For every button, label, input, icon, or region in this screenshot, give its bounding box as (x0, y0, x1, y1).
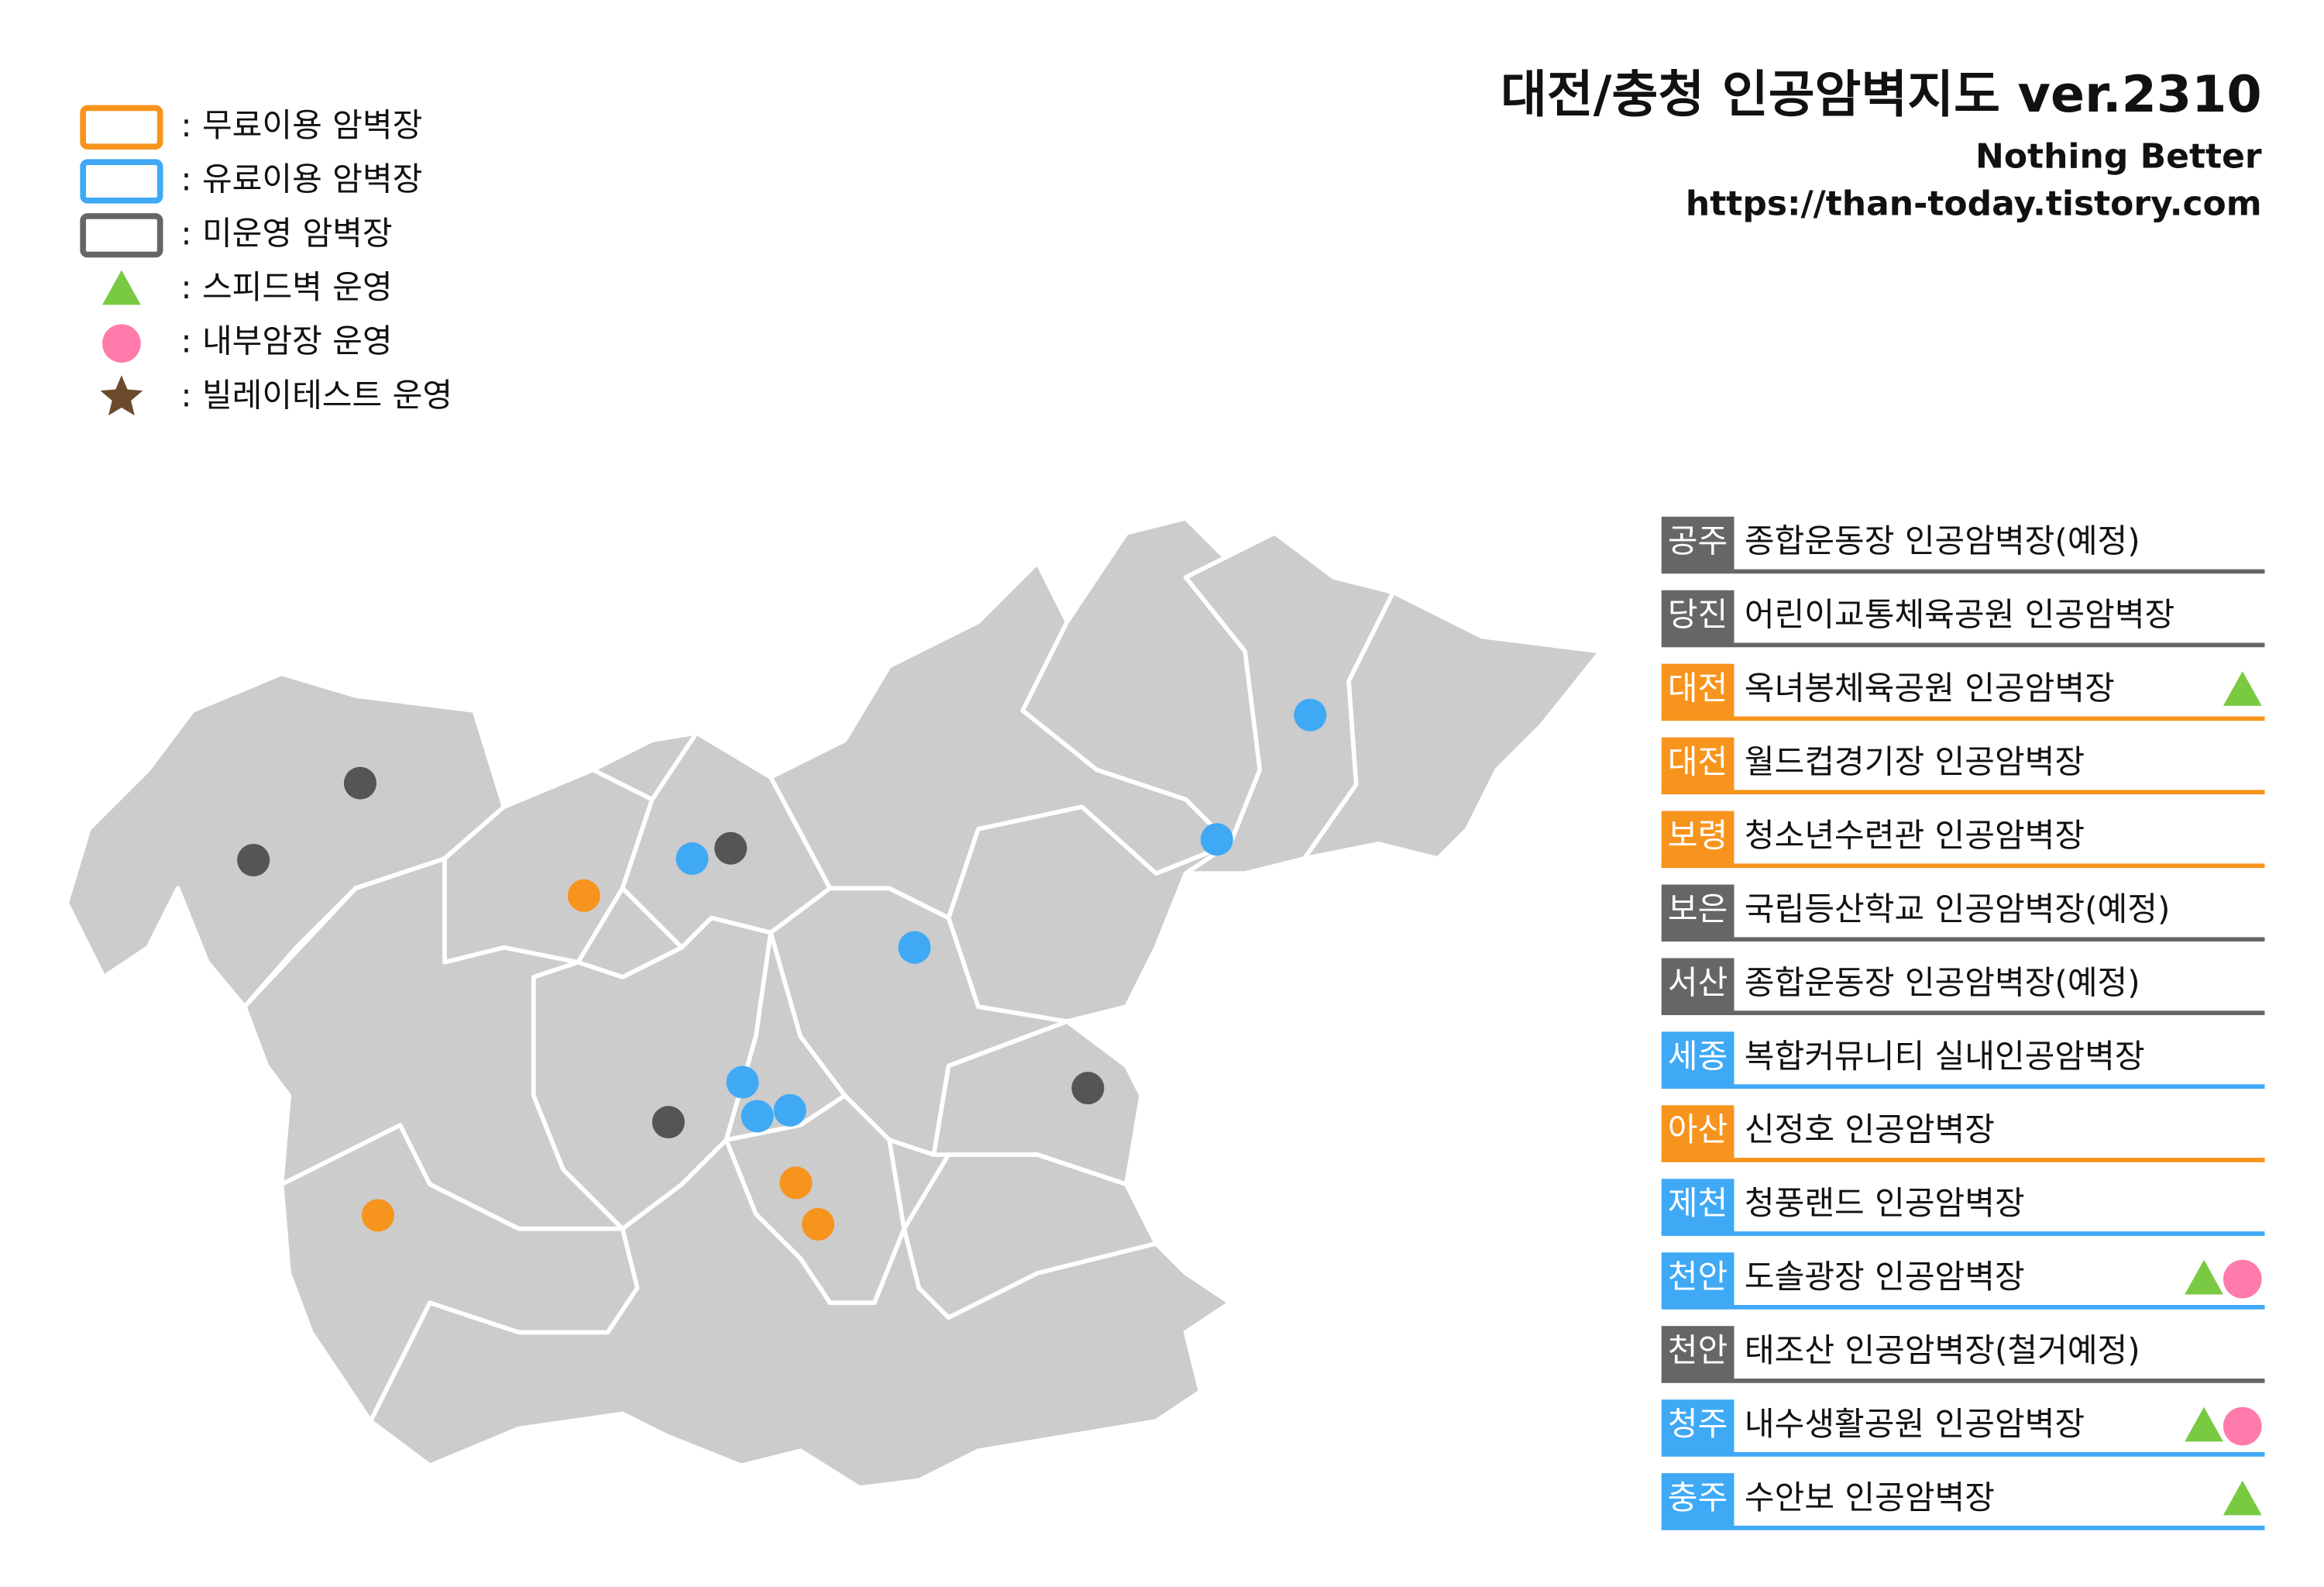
region-label: 아산 (1668, 1110, 1728, 1148)
star-icon (100, 375, 143, 416)
region-label: 보은 (1668, 890, 1728, 928)
marker (714, 831, 748, 865)
marker (1071, 1072, 1105, 1105)
region-badge (1661, 737, 1734, 793)
legend-label: : 스피드벽 운영 (180, 268, 392, 306)
region-badge (1661, 958, 1734, 1014)
region (1183, 530, 1396, 876)
region-label: 대전 (1668, 743, 1728, 781)
legend-label: : 유료이용 암벽장 (180, 160, 422, 198)
region-badge (1661, 663, 1734, 719)
region-badge (1661, 1179, 1734, 1234)
region-label: 천안 (1668, 1331, 1728, 1369)
gym-name: 종합운동장 인공암벽장(예정) (1745, 522, 2140, 560)
marker (726, 1065, 759, 1099)
gym-name: 국립등산학교 인공암벽장(예정) (1745, 890, 2170, 928)
speed-wall-icon (102, 270, 141, 305)
gym-name: 도솔광장 인공암벽장 (1745, 1258, 2025, 1296)
region (724, 1093, 906, 1306)
region (279, 1123, 640, 1423)
region-label: 세종 (1668, 1037, 1728, 1075)
region-badge (1661, 590, 1734, 645)
marker (237, 843, 270, 876)
inner-gym-icon (2223, 1406, 2262, 1446)
gym-name: 복합커뮤니티 실내인공암벽장 (1745, 1037, 2145, 1075)
gym-name: 수안보 인공암벽장 (1745, 1479, 1995, 1516)
region-label: 천안 (1668, 1258, 1728, 1296)
gym-name: 신정호 인공암벽장 (1745, 1110, 1995, 1148)
region-badge (1661, 1326, 1734, 1381)
speed-wall-icon (2185, 1406, 2223, 1442)
gym-name: 종합운동장 인공암벽장(예정) (1745, 963, 2140, 1001)
region-map (64, 515, 1604, 1490)
marker (773, 1093, 806, 1127)
inner-gym-icon (2223, 1259, 2262, 1299)
marker (802, 1207, 835, 1241)
legend-swatch (80, 159, 163, 204)
region-label: 서산 (1668, 963, 1728, 1001)
region-label: 대전 (1668, 670, 1728, 707)
url: https://than-today.tistory.com (1686, 184, 2262, 224)
region-badge (1661, 1252, 1734, 1307)
gym-name: 태조산 인공암벽장(철거예정) (1745, 1331, 2140, 1369)
subtitle: Nothing Better (1975, 136, 2262, 176)
region-label: 충주 (1668, 1479, 1728, 1516)
marker (343, 766, 376, 800)
region-badge (1661, 884, 1734, 940)
legend-swatch (80, 213, 163, 258)
region-label: 당진 (1668, 596, 1728, 634)
marker (898, 931, 931, 964)
legend-swatch (80, 105, 163, 150)
region-label: 보령 (1668, 816, 1728, 854)
speed-wall-icon (2223, 1480, 2262, 1516)
region-badge (1661, 811, 1734, 866)
gym-name: 내수생활공원 인공암벽장 (1745, 1405, 2085, 1443)
gym-name: 청풍랜드 인공암벽장 (1745, 1184, 2025, 1222)
marker (676, 842, 709, 876)
legend-swatch (102, 324, 141, 363)
region-badge (1661, 1031, 1734, 1087)
gym-name: 월드컵경기장 인공암벽장 (1745, 743, 2085, 781)
map-markers (237, 698, 1327, 1241)
marker (361, 1199, 394, 1232)
legend-label: : 무료이용 암벽장 (180, 106, 422, 144)
legend-label: : 빌레이테스트 운영 (180, 376, 452, 414)
marker (1294, 698, 1327, 732)
gym-name: 어린이교통체육공원 인공암벽장 (1745, 596, 2174, 634)
marker (741, 1100, 774, 1133)
legend-label: : 미운영 암벽장 (180, 214, 392, 252)
region-label: 청주 (1668, 1405, 1728, 1443)
gym-name: 청소년수련관 인공암벽장 (1745, 816, 2085, 854)
region-badge (1661, 516, 1734, 572)
region-badge (1661, 1105, 1734, 1161)
region-badge (1661, 1399, 1734, 1454)
region-label: 공주 (1668, 522, 1728, 560)
marker (779, 1166, 813, 1200)
region (768, 560, 1232, 921)
speed-wall-icon (2223, 671, 2262, 706)
legend-label: : 내부암장 운영 (180, 322, 392, 360)
region (531, 915, 773, 1231)
gym-name: 옥녀봉체육공원 인공암벽장 (1745, 670, 2115, 707)
title: 대전/충청 인공암벽지도 ver.2310 (1501, 66, 2262, 124)
region (902, 1152, 1159, 1320)
region-label: 제천 (1668, 1184, 1728, 1222)
marker (567, 879, 600, 912)
marker (1200, 823, 1233, 856)
region-badge (1661, 1473, 1734, 1528)
marker (651, 1106, 685, 1139)
speed-wall-icon (2185, 1259, 2223, 1295)
